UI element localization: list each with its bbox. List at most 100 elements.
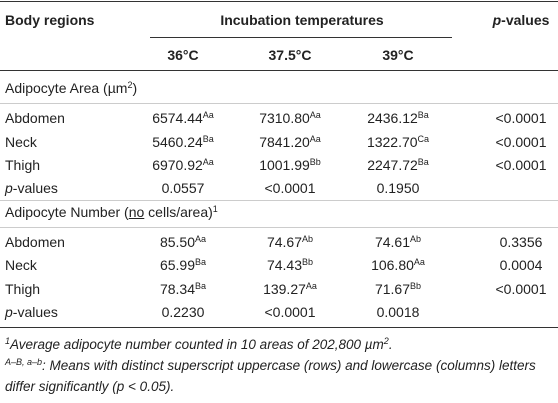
header-text: 39°C bbox=[382, 47, 414, 63]
row-label: Abdomen bbox=[5, 109, 65, 127]
cell: <0.0001 bbox=[496, 133, 547, 151]
cell: <0.0001 bbox=[496, 109, 547, 127]
text-segment: Average adipocyte number counted in 10 a… bbox=[10, 337, 384, 352]
cell: 7310.80Aa bbox=[259, 109, 321, 127]
cell-superscript: Aa bbox=[202, 110, 214, 120]
text-segment: -values bbox=[12, 180, 58, 196]
cell: 2247.72Ba bbox=[367, 156, 429, 174]
cell-superscript: Aa bbox=[195, 234, 207, 244]
footnote: 1Average adipocyte number counted in 10 … bbox=[5, 334, 553, 355]
header-text: Body regions bbox=[5, 12, 95, 28]
cell-value: 7841.20 bbox=[259, 134, 310, 150]
rule bbox=[0, 70, 558, 71]
cell-value: 74.67 bbox=[266, 234, 303, 250]
cell-value: 7310.80 bbox=[259, 110, 310, 126]
text-segment: : Means with distinct superscript upperc… bbox=[5, 358, 536, 394]
cell-text: 0.3356 bbox=[499, 234, 543, 250]
cell-superscript: Aa bbox=[309, 110, 321, 120]
cell: <0.0001 bbox=[496, 156, 547, 174]
header-cell: Incubation temperatures bbox=[220, 11, 383, 29]
cell-text: <0.0001 bbox=[495, 110, 547, 126]
cell-value: 78.34 bbox=[159, 281, 196, 297]
cell-text: Neck bbox=[5, 257, 37, 273]
cell-text: <0.0001 bbox=[495, 157, 547, 173]
header-text: 37.5°C bbox=[268, 47, 312, 63]
section-title: Adipocyte Number (no cells/area)1 bbox=[5, 203, 218, 221]
rule bbox=[150, 37, 452, 38]
header-text: Incubation temperatures bbox=[220, 12, 384, 28]
cell-value: 6574.44 bbox=[152, 110, 203, 126]
cell-superscript: Ba bbox=[417, 110, 429, 120]
cell-text: 0.0018 bbox=[376, 304, 420, 320]
row-label: Abdomen bbox=[5, 233, 65, 251]
cell: 6970.92Aa bbox=[152, 156, 214, 174]
header-cell: 39°C bbox=[382, 46, 413, 64]
cell: 74.67Ab bbox=[267, 233, 313, 251]
cell: 74.43Bb bbox=[267, 256, 313, 274]
cell: 65.99Ba bbox=[160, 256, 206, 274]
text-segment: A–B, a–b bbox=[5, 357, 43, 367]
cell-text: Abdomen bbox=[5, 234, 65, 250]
cell-superscript: Ab bbox=[410, 234, 422, 244]
text-segment: p bbox=[5, 304, 13, 320]
header-cell: 36°C bbox=[167, 46, 198, 64]
text-segment: Adipocyte Number ( bbox=[5, 204, 129, 220]
text-segment: ) bbox=[132, 80, 138, 96]
cell-superscript: Bb bbox=[410, 281, 422, 291]
cell-value: 2436.12 bbox=[367, 110, 418, 126]
text-segment: -values bbox=[501, 12, 550, 28]
cell-superscript: Aa bbox=[413, 257, 425, 267]
text-segment: p bbox=[492, 12, 502, 28]
footnote: A–B, a–b: Means with distinct superscrip… bbox=[5, 355, 553, 397]
cell-superscript: Aa bbox=[305, 281, 317, 291]
header-cell: Body regions bbox=[5, 11, 94, 29]
cell: 85.50Aa bbox=[160, 233, 206, 251]
cell-text: Neck bbox=[5, 134, 37, 150]
cell-value: 74.43 bbox=[266, 257, 303, 273]
cell: 74.61Ab bbox=[375, 233, 421, 251]
cell-superscript: Ba bbox=[202, 134, 214, 144]
cell: 0.1950 bbox=[377, 179, 420, 197]
text-segment: 1 bbox=[212, 204, 218, 214]
cell-value: 71.67 bbox=[374, 281, 411, 297]
cell-text: 0.0004 bbox=[499, 257, 543, 273]
text-segment: -values bbox=[12, 304, 58, 320]
cell: 6574.44Aa bbox=[152, 109, 214, 127]
row-label: p-values bbox=[5, 303, 58, 321]
cell: <0.0001 bbox=[496, 280, 547, 298]
rule bbox=[0, 227, 558, 228]
text-segment: 1 bbox=[5, 336, 11, 346]
header-cell: 37.5°C bbox=[269, 46, 312, 64]
text-segment: cells/area) bbox=[144, 204, 213, 220]
cell-value: 1322.70 bbox=[366, 134, 418, 150]
rule bbox=[0, 103, 558, 104]
text-segment: 2 bbox=[127, 80, 133, 90]
cell-text: Thigh bbox=[5, 157, 41, 173]
cell-text: <0.0001 bbox=[495, 281, 547, 297]
cell-value: 2247.72 bbox=[367, 157, 418, 173]
text-segment: Adipocyte Area (µm bbox=[5, 80, 128, 96]
cell-value: 65.99 bbox=[159, 257, 196, 273]
cell: <0.0001 bbox=[265, 179, 316, 197]
cell-text: Thigh bbox=[5, 281, 41, 297]
cell-value: 85.50 bbox=[159, 234, 196, 250]
cell-text: 0.2230 bbox=[161, 304, 205, 320]
cell: 71.67Bb bbox=[375, 280, 421, 298]
cell: 7841.20Aa bbox=[259, 133, 321, 151]
cell: 0.2230 bbox=[162, 303, 205, 321]
text-segment: p bbox=[5, 180, 13, 196]
cell-value: 74.61 bbox=[374, 234, 411, 250]
cell-value: 1001.99 bbox=[259, 157, 310, 173]
cell-superscript: Aa bbox=[309, 134, 321, 144]
cell: 0.0557 bbox=[162, 179, 205, 197]
cell: 0.3356 bbox=[500, 233, 543, 251]
row-label: p-values bbox=[5, 179, 58, 197]
cell: 78.34Ba bbox=[160, 280, 206, 298]
cell: 0.0018 bbox=[377, 303, 420, 321]
header-cell: p-values bbox=[493, 11, 550, 29]
cell: 5460.24Ba bbox=[152, 133, 214, 151]
row-label: Neck bbox=[5, 133, 37, 151]
cell: 1322.70Ca bbox=[367, 133, 429, 151]
cell: 106.80Aa bbox=[371, 256, 425, 274]
cell: 0.0004 bbox=[500, 256, 543, 274]
